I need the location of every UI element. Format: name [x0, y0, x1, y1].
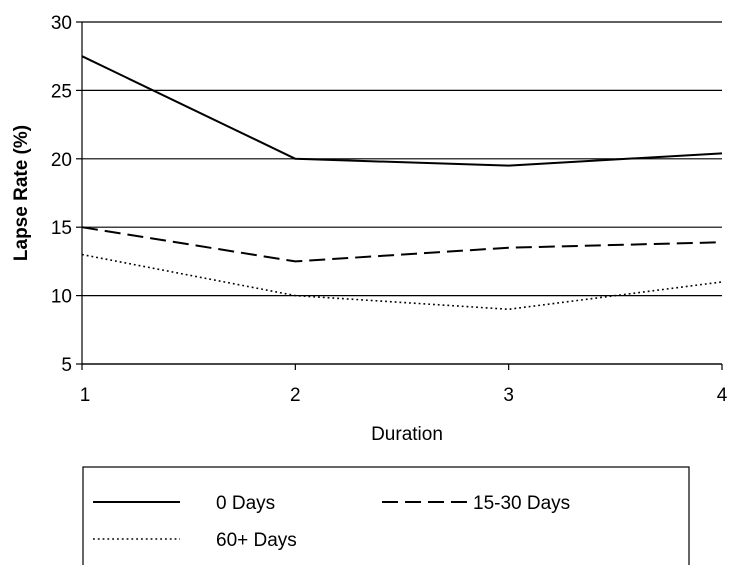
series-line-1 — [81, 226, 723, 263]
series-lines — [81, 55, 723, 311]
y-axis-title: Lapse Rate (%) — [11, 125, 32, 261]
series-line-2 — [81, 253, 723, 311]
y-tick-label: 10 — [51, 287, 72, 308]
legend-box — [82, 466, 690, 565]
legend-item: 15-30 Days — [382, 493, 570, 514]
legend-item: 60+ Days — [93, 530, 297, 551]
y-tick-label: 15 — [51, 218, 72, 239]
x-tick-label: 1 — [80, 385, 91, 406]
y-tick-label: 25 — [51, 81, 72, 102]
grid-lines — [82, 21, 722, 365]
y-tick-label: 20 — [51, 150, 72, 171]
x-tick-label: 4 — [717, 385, 728, 406]
y-tick-label: 30 — [51, 13, 72, 34]
legend-label: 60+ Days — [216, 530, 297, 551]
x-tick-label: 3 — [503, 385, 514, 406]
legend-label: 0 Days — [216, 493, 275, 514]
legend-label: 15-30 Days — [473, 493, 570, 514]
legend-item: 0 Days — [93, 493, 275, 514]
y-tick-label: 5 — [61, 355, 72, 376]
tick-labels: 5 10 15 20 25 30 1 2 3 4 — [51, 13, 728, 406]
legend: 0 Days 15-30 Days 60+ Days — [82, 466, 690, 565]
x-tick-label: 2 — [290, 385, 301, 406]
axes — [76, 21, 723, 370]
series-line-0 — [81, 55, 723, 167]
x-axis-title: Duration — [371, 424, 443, 445]
